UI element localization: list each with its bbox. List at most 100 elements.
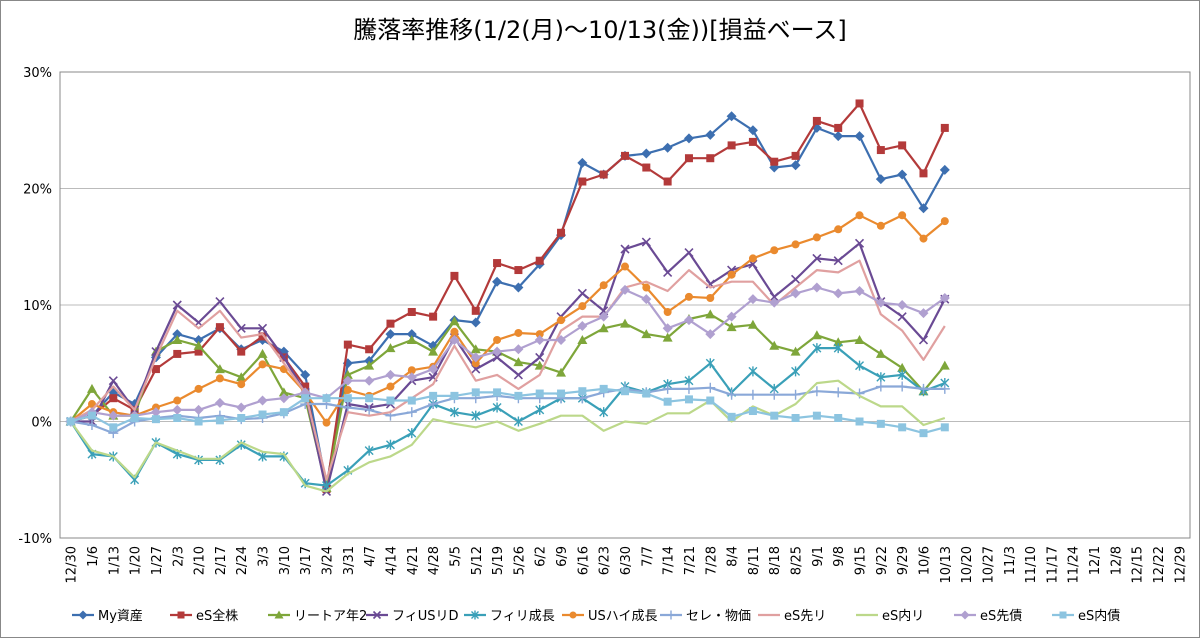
marker xyxy=(236,323,246,333)
marker xyxy=(812,253,822,263)
marker xyxy=(599,407,609,418)
marker xyxy=(939,293,950,304)
marker xyxy=(236,402,247,413)
marker xyxy=(811,282,822,293)
marker xyxy=(727,141,736,150)
marker xyxy=(428,399,439,410)
marker xyxy=(833,131,844,142)
marker xyxy=(193,404,204,415)
marker xyxy=(514,328,523,337)
marker xyxy=(322,394,331,403)
marker xyxy=(641,294,652,305)
marker xyxy=(683,133,694,144)
marker xyxy=(642,283,651,292)
marker xyxy=(897,381,908,392)
marker xyxy=(513,282,524,293)
marker xyxy=(577,320,588,331)
marker xyxy=(897,362,908,372)
marker xyxy=(812,411,821,420)
x-tick-label: 5/26 xyxy=(512,546,527,575)
marker xyxy=(556,367,567,377)
marker xyxy=(406,329,417,340)
marker xyxy=(406,407,417,418)
marker xyxy=(834,414,843,423)
marker xyxy=(257,348,268,358)
marker xyxy=(365,394,374,403)
marker xyxy=(386,382,395,391)
marker xyxy=(492,276,503,287)
marker xyxy=(747,294,758,305)
marker xyxy=(535,330,544,339)
marker xyxy=(300,369,311,380)
x-tick-label: 7/14 xyxy=(662,546,677,575)
marker xyxy=(683,315,694,326)
marker xyxy=(706,294,715,303)
marker xyxy=(514,266,523,275)
marker xyxy=(450,327,459,336)
marker xyxy=(258,360,267,369)
marker xyxy=(215,416,224,425)
marker xyxy=(514,391,523,400)
marker xyxy=(684,395,693,404)
marker xyxy=(258,451,268,462)
marker xyxy=(876,221,885,230)
x-tick-label: 4/28 xyxy=(427,546,442,575)
marker xyxy=(194,417,203,426)
marker xyxy=(770,411,779,420)
marker xyxy=(834,123,843,132)
x-tick-label: 6/30 xyxy=(619,546,634,575)
marker xyxy=(173,414,182,423)
marker xyxy=(364,360,375,370)
marker xyxy=(214,397,225,408)
marker xyxy=(577,157,588,168)
x-tick-label: 4/14 xyxy=(384,546,399,575)
x-tick-label: 6/16 xyxy=(576,546,591,575)
marker xyxy=(705,309,716,319)
marker xyxy=(471,388,480,397)
x-tick-label: 6/9 xyxy=(555,546,570,567)
marker xyxy=(599,281,608,290)
marker xyxy=(705,358,715,369)
marker xyxy=(342,402,353,413)
marker xyxy=(342,369,353,379)
marker xyxy=(855,99,864,108)
marker xyxy=(621,262,629,271)
marker xyxy=(940,123,949,132)
marker xyxy=(569,611,577,619)
y-tick-label: 10% xyxy=(23,299,52,314)
marker xyxy=(471,610,479,620)
marker xyxy=(429,391,438,400)
marker xyxy=(578,387,587,396)
marker xyxy=(705,329,716,340)
marker xyxy=(663,177,672,186)
marker xyxy=(278,393,289,404)
legend-label: フィUSリD xyxy=(392,609,459,624)
marker xyxy=(706,154,715,163)
marker xyxy=(683,383,694,394)
marker xyxy=(598,323,609,333)
marker xyxy=(578,177,587,186)
marker xyxy=(535,404,545,415)
marker xyxy=(790,346,801,356)
marker xyxy=(898,141,907,150)
marker xyxy=(407,307,416,316)
x-tick-label: 12/15 xyxy=(1131,546,1146,583)
x-tick-label: 5/12 xyxy=(470,546,485,575)
marker xyxy=(577,288,587,298)
x-tick-label: 2/17 xyxy=(214,546,229,575)
marker xyxy=(662,383,673,394)
marker xyxy=(237,380,246,389)
marker xyxy=(833,288,844,299)
marker xyxy=(449,334,460,345)
marker xyxy=(492,402,502,413)
marker xyxy=(428,364,439,375)
x-tick-label: 3/31 xyxy=(342,546,357,575)
marker xyxy=(87,411,96,420)
marker xyxy=(875,381,886,392)
marker xyxy=(471,410,481,421)
marker xyxy=(109,423,118,432)
marker xyxy=(236,372,247,382)
x-tick-label: 4/21 xyxy=(406,546,421,575)
marker xyxy=(897,312,907,322)
x-tick-label: 12/30 xyxy=(65,546,80,583)
